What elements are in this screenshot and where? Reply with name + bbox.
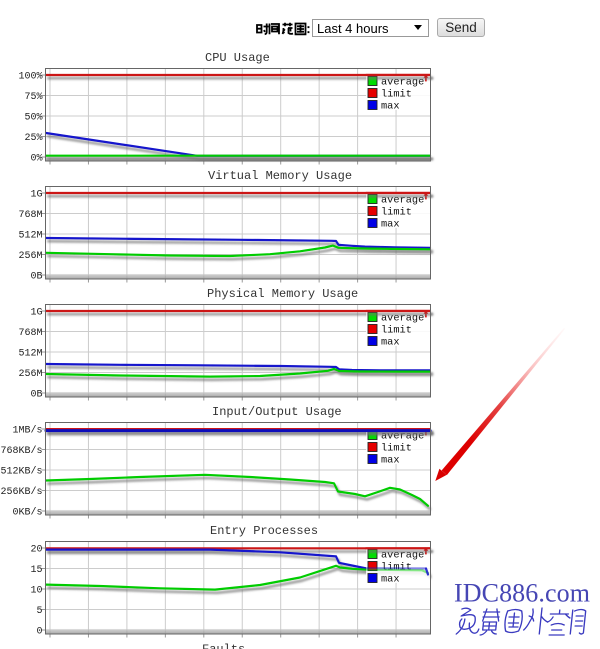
svg-text:limit: limit	[381, 562, 412, 574]
svg-text:0B: 0B	[30, 390, 42, 401]
svg-text:CPU Usage: CPU Usage	[205, 51, 270, 65]
svg-text:75%: 75%	[24, 92, 42, 103]
svg-text:average: average	[381, 77, 424, 89]
svg-text:Faults: Faults	[202, 643, 245, 649]
svg-text:768M: 768M	[18, 328, 42, 339]
svg-text:512M: 512M	[18, 349, 42, 360]
svg-text:limit: limit	[381, 443, 412, 455]
svg-text:Virtual Memory Usage: Virtual Memory Usage	[208, 169, 352, 183]
svg-text:max: max	[381, 574, 400, 586]
svg-text:max: max	[381, 337, 400, 349]
svg-text:average: average	[381, 431, 424, 443]
svg-text:max: max	[381, 101, 400, 113]
svg-text:100%: 100%	[18, 72, 42, 83]
svg-text:0: 0	[36, 627, 42, 638]
svg-text:10: 10	[30, 586, 42, 597]
svg-text:limit: limit	[381, 325, 412, 337]
svg-text:Physical Memory Usage: Physical Memory Usage	[207, 287, 358, 301]
svg-text:256M: 256M	[18, 369, 42, 380]
svg-text:1G: 1G	[30, 190, 42, 201]
svg-text:max: max	[381, 219, 400, 231]
svg-text:256KB/s: 256KB/s	[0, 486, 42, 498]
svg-text:1G: 1G	[30, 308, 42, 319]
svg-text:max: max	[381, 455, 400, 467]
svg-text:5: 5	[36, 606, 42, 617]
svg-text:average: average	[381, 195, 424, 207]
svg-text:limit: limit	[381, 207, 412, 219]
svg-text:1MB/s: 1MB/s	[12, 425, 42, 437]
svg-text:Entry Processes: Entry Processes	[210, 524, 318, 538]
svg-text:IDC886.com: IDC886.com	[454, 579, 590, 608]
svg-text:50%: 50%	[24, 113, 42, 124]
svg-text:256M: 256M	[18, 251, 42, 262]
svg-text:768KB/s: 768KB/s	[0, 445, 42, 457]
svg-text:20: 20	[30, 545, 42, 556]
svg-text:768M: 768M	[18, 210, 42, 221]
svg-text:average: average	[381, 550, 424, 562]
svg-text:0B: 0B	[30, 272, 42, 283]
svg-text:0%: 0%	[30, 154, 42, 165]
svg-text:average: average	[381, 313, 424, 325]
svg-text:512M: 512M	[18, 231, 42, 242]
svg-text:512KB/s: 512KB/s	[0, 466, 42, 478]
svg-text:25%: 25%	[24, 133, 42, 144]
svg-text:Input/Output Usage: Input/Output Usage	[212, 405, 342, 419]
svg-text:0KB/s: 0KB/s	[12, 507, 42, 519]
svg-text:15: 15	[30, 565, 42, 576]
svg-text:limit: limit	[381, 89, 412, 101]
